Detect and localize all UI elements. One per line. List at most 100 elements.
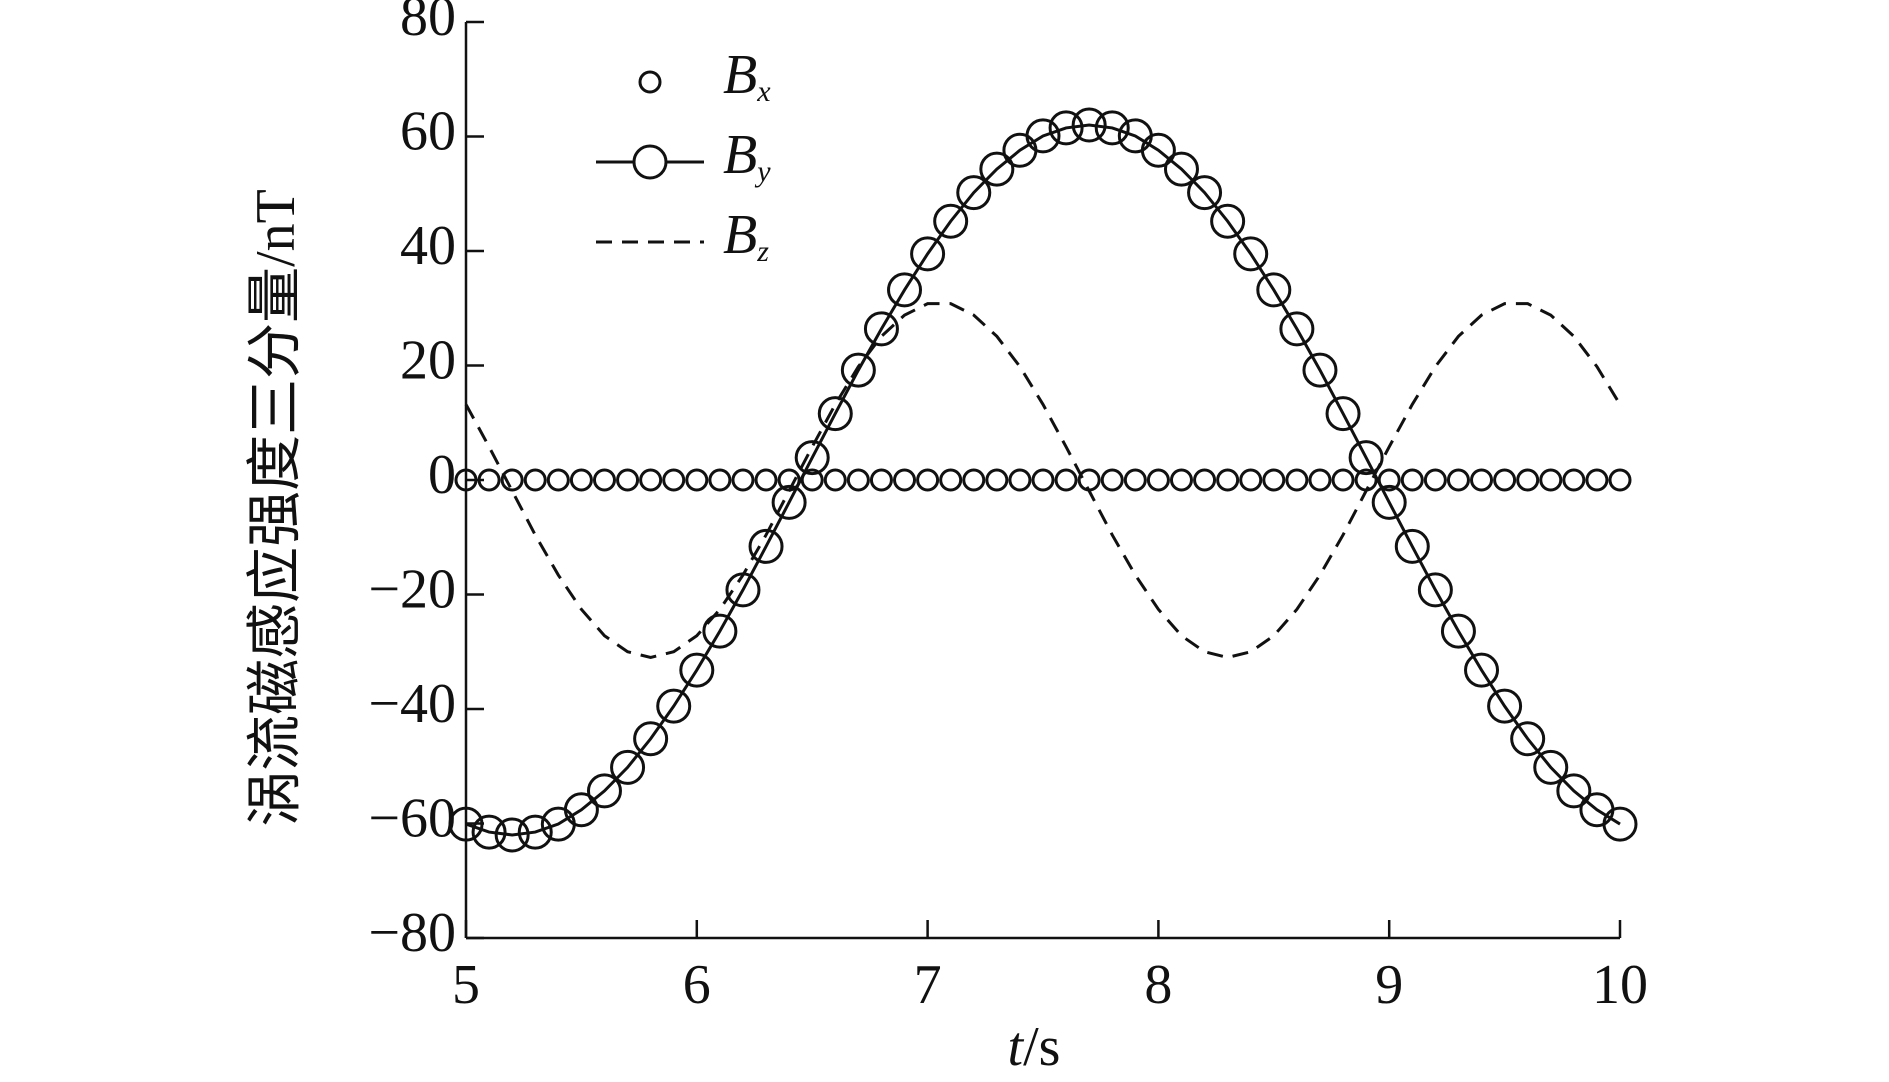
marker — [1602, 806, 1638, 842]
marker — [1071, 107, 1107, 143]
x-tick-label: 7 — [914, 954, 942, 1016]
marker — [823, 468, 847, 492]
marker — [1123, 468, 1147, 492]
marker — [1100, 468, 1124, 492]
marker — [477, 468, 501, 492]
y-tick-label: −60 — [368, 787, 456, 849]
marker — [448, 806, 484, 842]
marker — [1285, 468, 1309, 492]
marker — [517, 814, 553, 850]
marker — [685, 468, 709, 492]
marker — [1308, 468, 1332, 492]
marker — [1371, 484, 1407, 520]
y-tick-label: 60 — [400, 100, 456, 162]
legend-marker — [632, 144, 668, 180]
marker — [1094, 110, 1130, 146]
marker — [471, 814, 507, 850]
marker — [1533, 749, 1569, 785]
marker — [939, 468, 963, 492]
marker — [569, 468, 593, 492]
marker — [1169, 468, 1193, 492]
marker — [1400, 468, 1424, 492]
marker — [910, 236, 946, 272]
marker — [1210, 203, 1246, 239]
x-tick-label: 10 — [1592, 954, 1648, 1016]
marker — [1031, 468, 1055, 492]
marker — [616, 468, 640, 492]
marker — [1077, 468, 1101, 492]
marker — [454, 468, 478, 492]
marker — [523, 468, 547, 492]
series-line — [464, 302, 1622, 660]
y-tick-label: 0 — [428, 444, 456, 506]
marker — [893, 468, 917, 492]
marker — [1239, 468, 1263, 492]
marker — [979, 151, 1015, 187]
marker — [933, 203, 969, 239]
marker — [1539, 468, 1563, 492]
marker — [639, 468, 663, 492]
marker — [1054, 468, 1078, 492]
marker — [662, 468, 686, 492]
marker — [563, 792, 599, 828]
marker — [1556, 773, 1592, 809]
x-tick-label: 8 — [1144, 954, 1172, 1016]
marker — [1048, 110, 1084, 146]
marker — [748, 528, 784, 564]
marker — [1262, 468, 1286, 492]
marker — [679, 652, 715, 688]
y-tick-label: 20 — [400, 329, 456, 391]
marker — [1348, 440, 1384, 476]
marker — [633, 721, 669, 757]
marker — [1302, 352, 1338, 388]
marker — [771, 484, 807, 520]
marker — [546, 468, 570, 492]
marker — [1464, 652, 1500, 688]
x-axis-label: t/s — [1008, 1016, 1061, 1078]
marker — [1008, 468, 1032, 492]
legend-label: Bz — [723, 204, 769, 268]
marker — [1193, 468, 1217, 492]
marker — [754, 468, 778, 492]
marker — [586, 773, 622, 809]
legend-marker — [638, 70, 662, 94]
marker — [985, 468, 1009, 492]
marker — [731, 468, 755, 492]
marker — [500, 468, 524, 492]
marker — [916, 468, 940, 492]
marker — [1470, 468, 1494, 492]
marker — [1163, 151, 1199, 187]
marker — [708, 468, 732, 492]
marker — [1256, 272, 1292, 308]
legend-label: Bx — [723, 44, 771, 108]
marker — [1146, 468, 1170, 492]
marker — [1423, 468, 1447, 492]
marker — [1187, 175, 1223, 211]
marker — [1025, 118, 1061, 154]
y-tick-label: −80 — [368, 902, 456, 964]
y-tick-label: 40 — [400, 215, 456, 277]
marker — [1585, 468, 1609, 492]
y-tick-label: 80 — [400, 0, 456, 48]
x-tick-label: 5 — [452, 954, 480, 1016]
marker — [1562, 468, 1586, 492]
marker — [592, 468, 616, 492]
marker — [702, 613, 738, 649]
marker — [1394, 528, 1430, 564]
marker — [887, 272, 923, 308]
marker — [1233, 236, 1269, 272]
x-tick-label: 6 — [683, 954, 711, 1016]
marker — [1487, 688, 1523, 724]
marker — [610, 749, 646, 785]
marker — [1446, 468, 1470, 492]
marker — [962, 468, 986, 492]
marker — [1516, 468, 1540, 492]
marker — [1440, 613, 1476, 649]
marker — [840, 352, 876, 388]
marker — [794, 440, 830, 476]
marker — [863, 311, 899, 347]
marker — [956, 175, 992, 211]
y-axis-label: 涡流磁感应强度三分量/nT — [245, 189, 307, 827]
